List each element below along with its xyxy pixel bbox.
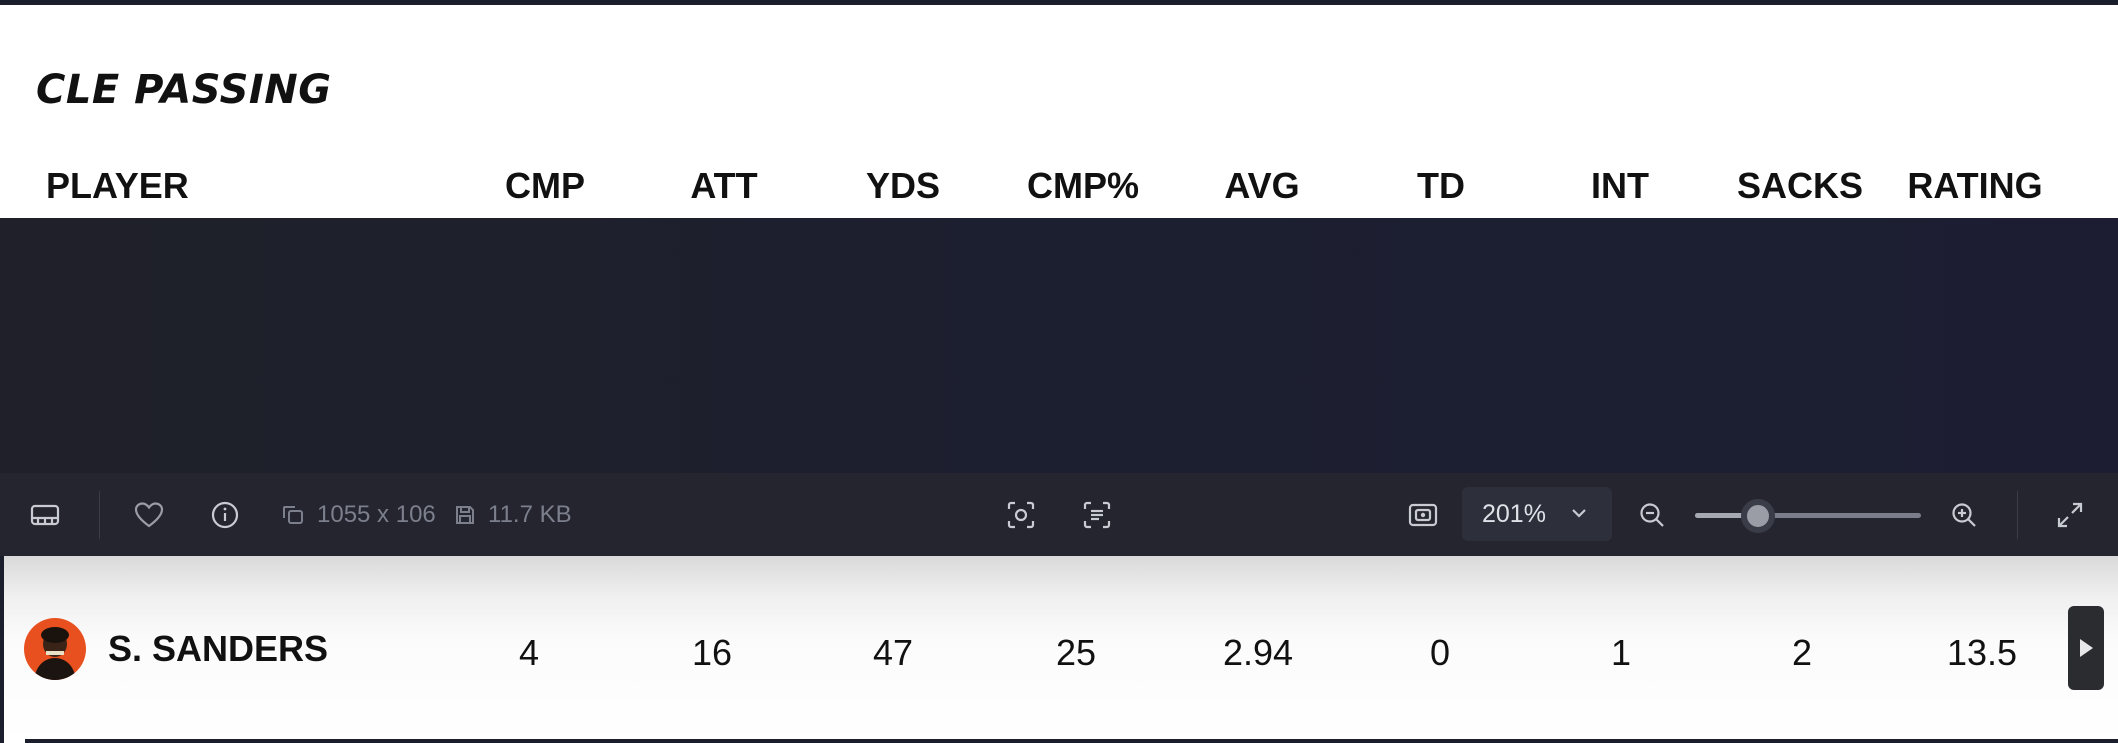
- zoom-in-icon[interactable]: [1946, 473, 1982, 556]
- table-title: CLE PASSING: [36, 67, 332, 113]
- column-header-rating: RATING: [1907, 165, 2043, 206]
- image-dimensions: 1055 x 106: [281, 473, 436, 556]
- fullscreen-icon[interactable]: [2052, 473, 2088, 556]
- viewer-toolbar: 1055 x 106 11.7 KB 201%: [0, 473, 2118, 557]
- cell-yds: 47: [872, 632, 914, 673]
- filmstrip-icon[interactable]: [24, 473, 66, 556]
- toolbar-divider: [2017, 491, 2018, 539]
- image-dimensions-text: 1055 x 106: [317, 500, 436, 528]
- zoom-slider-track[interactable]: [1695, 513, 1921, 518]
- cell-sacks: 2: [1791, 632, 1813, 673]
- column-header-td: TD: [1417, 165, 1465, 206]
- fit-to-window-icon[interactable]: [1404, 473, 1442, 556]
- column-header-avg: AVG: [1224, 165, 1300, 206]
- column-headers: PLAYER CMP ATT YDS CMP% AVG TD INT SACKS…: [0, 165, 2118, 215]
- column-header-sacks: SACKS: [1736, 165, 1864, 206]
- row-bottom-border: [25, 739, 2118, 743]
- scroll-right-button[interactable]: [2068, 606, 2104, 690]
- chevron-down-icon: [1572, 509, 1586, 518]
- avatar: [24, 618, 86, 680]
- column-header-cmp-pct: CMP%: [1026, 165, 1140, 206]
- top-border: [0, 0, 2118, 5]
- stats-header: CLE PASSING PLAYER CMP ATT YDS CMP% AVG …: [0, 5, 2118, 218]
- cell-cmp: 4: [518, 632, 540, 673]
- text-recognition-icon[interactable]: [1077, 473, 1117, 556]
- zoom-level-value: 201%: [1482, 499, 1546, 528]
- toolbar-divider: [99, 491, 100, 539]
- column-header-cmp: CMP: [505, 165, 585, 206]
- zoom-slider-thumb[interactable]: [1741, 499, 1776, 533]
- screenshot-icon[interactable]: [1001, 473, 1041, 556]
- column-header-yds: YDS: [865, 165, 941, 206]
- cell-att: 16: [691, 632, 733, 673]
- zoom-out-icon[interactable]: [1634, 473, 1670, 556]
- file-size-text: 11.7 KB: [488, 500, 572, 528]
- file-size: 11.7 KB: [454, 473, 572, 556]
- image-canvas-background: [0, 218, 2118, 473]
- zoom-slider-fill: [1695, 513, 1759, 518]
- save-icon: [456, 505, 474, 524]
- cell-int: 1: [1610, 632, 1632, 673]
- column-header-player: PLAYER: [46, 165, 189, 206]
- play-right-icon: [2080, 639, 2093, 657]
- cell-avg: 2.94: [1222, 632, 1294, 673]
- zoom-level-dropdown[interactable]: 201%: [1462, 487, 1612, 541]
- dimensions-icon: [283, 505, 303, 524]
- cell-rating: 13.5: [1946, 632, 2018, 673]
- table-row: S. SANDERS 4 16 47 25 2.94 0 1 2 13.5: [0, 556, 2118, 743]
- cell-cmp-pct: 25: [1055, 632, 1097, 673]
- player-name: S. SANDERS: [108, 628, 329, 669]
- column-header-att: ATT: [690, 165, 758, 206]
- column-header-int: INT: [1591, 165, 1649, 206]
- cell-td: 0: [1429, 632, 1451, 673]
- row-left-border: [0, 556, 4, 743]
- info-icon[interactable]: [206, 473, 244, 556]
- heart-icon[interactable]: [130, 473, 168, 556]
